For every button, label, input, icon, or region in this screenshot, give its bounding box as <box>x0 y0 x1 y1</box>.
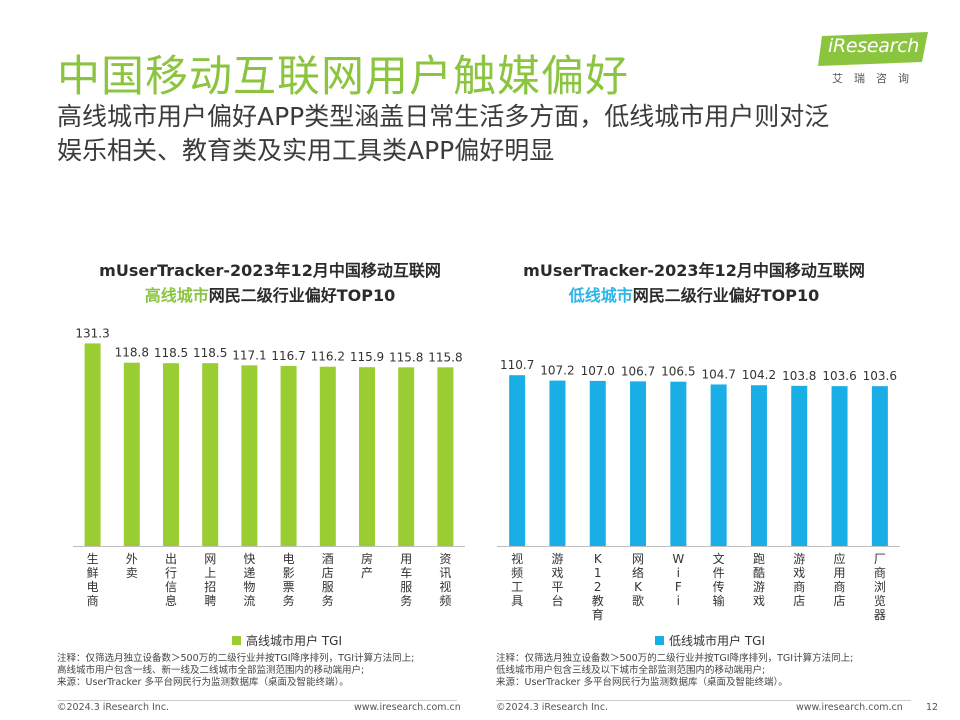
right-bar <box>791 385 808 546</box>
left-category-label: 外卖 <box>126 552 138 580</box>
right-category-label: 游戏商店 <box>793 552 805 608</box>
left-bar <box>398 367 415 546</box>
right-bar <box>589 380 606 546</box>
right-bar <box>630 381 647 546</box>
right-legend-label: 低线城市用户 TGI <box>669 634 765 648</box>
right-chart-title-line1: mUserTracker-2023年12月中国移动互联网 <box>523 261 865 280</box>
left-category-label: 房产 <box>361 551 373 580</box>
left-legend-swatch <box>232 636 241 645</box>
left-bar <box>123 362 140 546</box>
right-value-label: 107.0 <box>581 364 615 378</box>
right-bar <box>871 386 888 546</box>
right-category-label: 应用商店 <box>834 551 846 608</box>
iresearch-logo: iResearch 艾瑞咨询 <box>818 32 932 92</box>
right-category-label: 网络 K 歌 <box>632 552 644 608</box>
left-bar <box>319 366 336 546</box>
right-value-label: 106.7 <box>621 364 655 378</box>
left-category-label: 用车服务 <box>400 552 412 608</box>
page-subtitle: 高线城市用户偏好APP类型涵盖日常生活多方面，低线城市用户则对泛 娱乐相关、教育… <box>57 100 897 168</box>
left-note-line: 高线城市用户包含一线、新一线及二线城市全部监测范围内的移动端用户; <box>57 665 365 676</box>
right-category-label: 游戏平台 <box>551 552 563 608</box>
left-notes: 注释：仅筛选月独立设备数＞500万的二级行业并按TGI降序排列，TGI计算方法同… <box>57 653 477 689</box>
right-note-line: 来源：UserTracker 多平台网民行为监测数据库（桌面及智能终端）。 <box>496 677 788 688</box>
left-category-label: 资讯视频 <box>439 552 451 608</box>
left-value-label: 131.3 <box>75 326 109 340</box>
right-value-label: 103.6 <box>863 369 897 383</box>
right-note-line: 注释：仅筛选月独立设备数＞500万的二级行业并按TGI降序排列，TGI计算方法同… <box>496 653 854 664</box>
left-category-label: 出行信息 <box>165 552 177 608</box>
right-notes: 注释：仅筛选月独立设备数＞500万的二级行业并按TGI降序排列，TGI计算方法同… <box>496 653 916 689</box>
right-value-label: 106.5 <box>661 365 695 379</box>
right-value-label: 107.2 <box>540 364 574 378</box>
left-legend: 高线城市用户 TGI <box>232 632 342 649</box>
right-bar <box>750 385 767 546</box>
right-chart-title-rest: 网民二级行业偏好TOP10 <box>632 286 820 305</box>
right-bar <box>670 381 687 546</box>
right-category-label: 跑酷游戏 <box>753 552 765 608</box>
right-value-label: 104.7 <box>701 367 735 381</box>
left-bar <box>280 365 297 546</box>
right-bar <box>509 375 526 546</box>
left-footer-url: www.iresearch.com.cn <box>354 702 461 713</box>
right-value-label: 103.6 <box>822 369 856 383</box>
right-category-label: 文件传输 <box>713 551 725 608</box>
left-value-label: 115.9 <box>350 350 384 364</box>
subtitle-line-1: 高线城市用户偏好APP类型涵盖日常生活多方面，低线城市用户则对泛 <box>57 102 830 131</box>
left-category-label: 电影票务 <box>283 552 295 608</box>
right-bar <box>710 384 727 546</box>
left-footer-divider <box>57 700 457 701</box>
right-category-label: 视频工具 <box>511 551 523 608</box>
left-value-label: 118.5 <box>154 346 188 360</box>
left-bar <box>241 365 258 546</box>
left-value-label: 116.7 <box>271 349 305 363</box>
left-legend-label: 高线城市用户 TGI <box>246 634 342 648</box>
right-chart-title: mUserTracker-2023年12月中国移动互联网 低线城市网民二级行业偏… <box>484 258 904 308</box>
left-value-label: 118.5 <box>193 346 227 360</box>
left-chart-title: mUserTracker-2023年12月中国移动互联网 高线城市网民二级行业偏… <box>60 258 480 308</box>
left-bar <box>202 363 219 546</box>
right-footer-url: www.iresearch.com.cn <box>796 702 903 713</box>
left-bar <box>437 367 454 546</box>
left-bar <box>163 363 179 546</box>
left-chart-title-line1: mUserTracker-2023年12月中国移动互联网 <box>99 261 441 280</box>
right-legend-swatch <box>655 636 664 645</box>
logo-subtitle: 艾瑞咨询 <box>832 72 920 85</box>
right-category-label: 厂商浏览器 <box>874 552 886 622</box>
left-category-label: 酒店服务 <box>322 552 334 608</box>
right-note-line: 低线城市用户包含三线及以下城市全部监测范围内的移动端用户; <box>496 665 766 676</box>
left-note-line: 来源：UserTracker 多平台网民行为监测数据库（桌面及智能终端）。 <box>57 677 349 688</box>
right-value-label: 103.8 <box>782 369 816 383</box>
page-number: 12 <box>926 702 939 713</box>
left-chart-title-rest: 网民二级行业偏好TOP10 <box>208 286 396 305</box>
left-bar <box>359 367 375 546</box>
logo-badge-shape <box>818 32 928 66</box>
left-chart-title-highlight: 高线城市 <box>144 286 209 305</box>
subtitle-line-2: 娱乐相关、教育类及实用工具类APP偏好明显 <box>57 136 555 165</box>
right-bar <box>549 380 566 546</box>
left-value-label: 115.8 <box>389 350 423 364</box>
page-title: 中国移动互联网用户触媒偏好 <box>57 52 629 102</box>
right-footer-copyright: ©2024.3 iResearch Inc. <box>496 702 609 713</box>
left-category-label: 快递物流 <box>243 552 255 608</box>
left-value-label: 117.1 <box>232 348 266 362</box>
left-category-label: 网上招聘 <box>204 552 216 608</box>
left-footer-copyright: ©2024.3 iResearch Inc. <box>57 702 170 713</box>
right-category-label: K 1 2 教育 <box>592 552 604 622</box>
right-chart-title-highlight: 低线城市 <box>568 286 633 305</box>
right-legend: 低线城市用户 TGI <box>655 632 765 649</box>
right-value-label: 104.2 <box>742 368 776 382</box>
left-category-label: 生鲜电商 <box>87 552 99 608</box>
right-bar <box>831 386 848 546</box>
right-footer-divider <box>496 700 911 701</box>
left-value-label: 118.8 <box>115 346 149 360</box>
right-value-label: 110.7 <box>500 358 534 372</box>
left-value-label: 116.2 <box>311 350 345 364</box>
left-bar <box>84 343 101 546</box>
logo-name: iResearch <box>828 35 920 57</box>
left-value-label: 115.8 <box>428 350 462 364</box>
left-note-line: 注释：仅筛选月独立设备数＞500万的二级行业并按TGI降序排列，TGI计算方法同… <box>57 653 415 664</box>
